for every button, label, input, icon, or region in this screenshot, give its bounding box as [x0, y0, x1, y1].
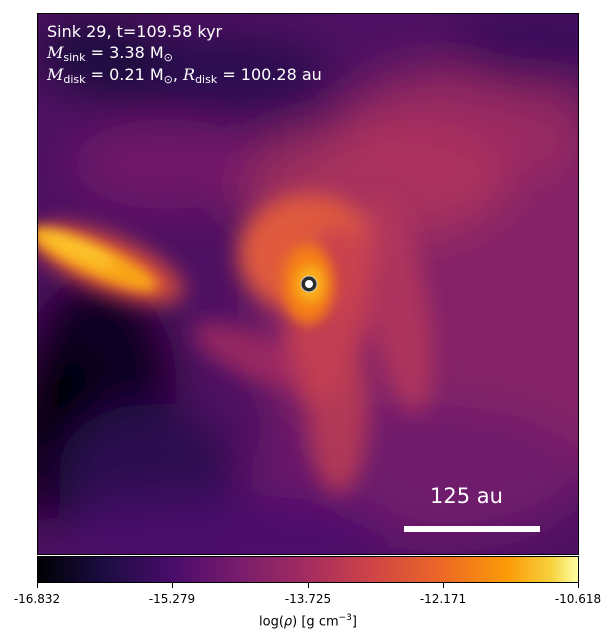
- density-map: Sink 29, t=109.58 kyr Msink = 3.38 M⊙ Md…: [37, 13, 579, 555]
- colorbar-tick: [172, 583, 173, 588]
- colorbar: [37, 556, 579, 583]
- scale-bar: [404, 526, 540, 532]
- disk-properties: Mdisk = 0.21 M⊙, Rdisk = 100.28 au: [47, 65, 322, 86]
- colorbar-tick: [308, 583, 309, 588]
- density-field: [38, 14, 578, 554]
- colorbar-tick-label: -13.725: [284, 592, 332, 606]
- colorbar-tick: [443, 583, 444, 588]
- colorbar-tick-label: -10.618: [554, 592, 602, 606]
- sink-title: Sink 29, t=109.58 kyr: [47, 22, 223, 41]
- colorbar-tick-label: -12.171: [419, 592, 467, 606]
- colorbar-tick-label: -15.279: [148, 592, 196, 606]
- sink-mass: Msink = 3.38 M⊙: [47, 43, 173, 64]
- scale-bar-label: 125 au: [430, 484, 503, 508]
- colorbar-tick: [578, 583, 579, 588]
- colorbar-tick: [37, 583, 38, 588]
- colorbar-tick-label: -16.832: [13, 592, 61, 606]
- colorbar-label: log(ρ) [g cm−3]: [259, 613, 357, 630]
